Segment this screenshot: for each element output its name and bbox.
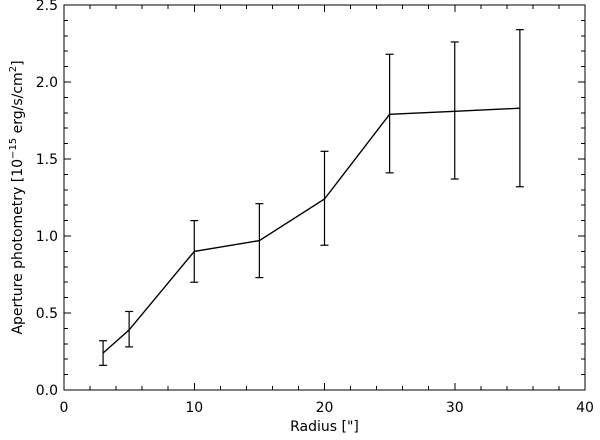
x-axis-label: Radius ["] xyxy=(290,419,359,435)
y-axis-label-end: ] xyxy=(10,60,26,65)
y-tick-label: 0.5 xyxy=(36,306,58,322)
y-tick-label: 1.5 xyxy=(36,152,58,168)
x-tick-label: 30 xyxy=(446,400,464,416)
y-tick-label: 1.0 xyxy=(36,229,58,245)
series-line xyxy=(102,107,520,354)
y-axis-label-exponent: −15 xyxy=(8,138,19,159)
x-axis: 0 10 20 30 40 xyxy=(60,5,594,416)
x-tick-label: 40 xyxy=(576,400,594,416)
y-tick-label: 2.0 xyxy=(36,75,58,91)
y-axis: 0.0 0.5 1.0 1.5 2.0 2.5 xyxy=(36,0,585,399)
y-axis-label: Aperture photometry [10−15 erg/s/cm2] xyxy=(8,60,26,334)
x-tick-label: 10 xyxy=(185,400,203,416)
y-tick-label: 0.0 xyxy=(36,383,58,399)
y-axis-label-main: Aperture photometry [10 xyxy=(10,159,26,335)
x-tick-label: 0 xyxy=(60,400,69,416)
y-axis-label-square: 2 xyxy=(8,66,19,72)
y-axis-label-units: erg/s/cm xyxy=(10,72,26,138)
data-series xyxy=(99,29,524,366)
y-tick-label: 2.5 xyxy=(36,0,58,14)
x-tick-label: 20 xyxy=(316,400,334,416)
